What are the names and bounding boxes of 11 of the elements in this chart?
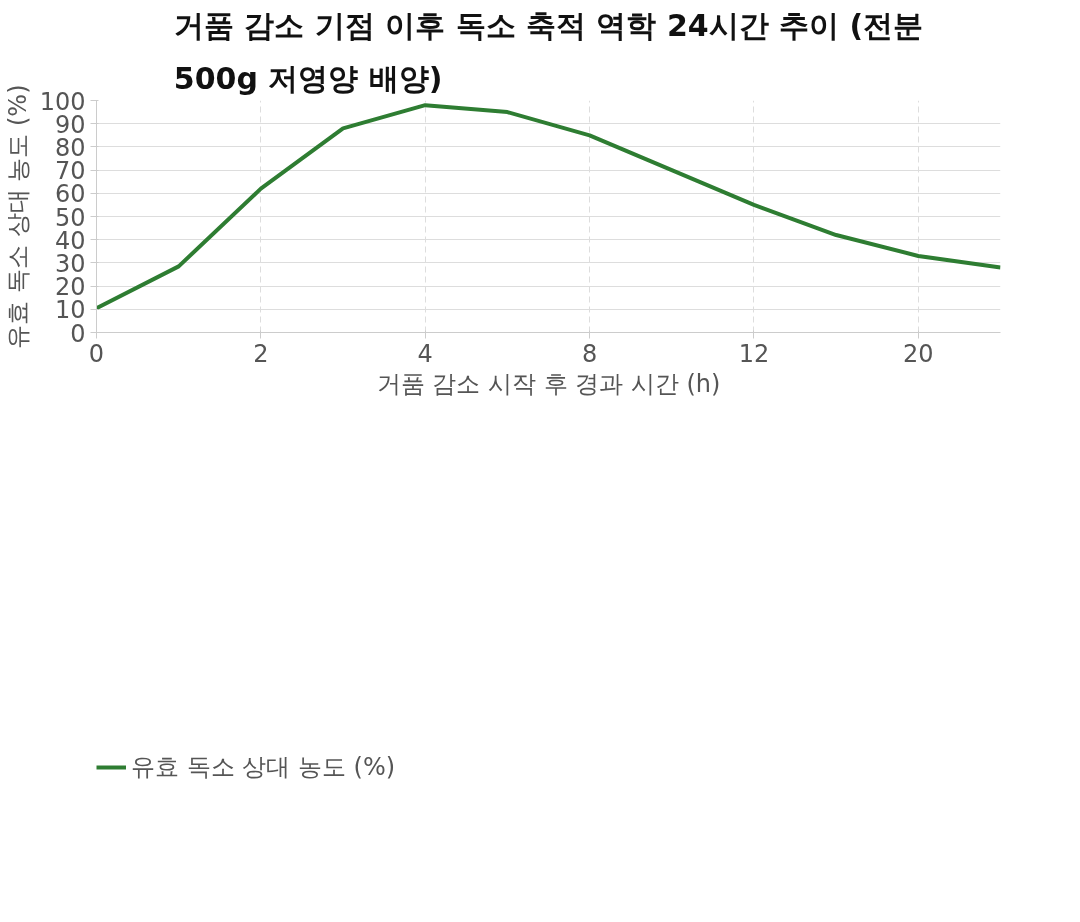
x-tick-label: 2	[253, 339, 269, 368]
x-tick-label: 8	[581, 339, 598, 368]
x-tick-label: 0	[88, 339, 105, 368]
x-tick-label: 12	[738, 339, 770, 368]
x-tick-label: 20	[903, 339, 934, 368]
x-tick-label: 4	[417, 339, 433, 368]
chart-title: 거품 감소 기점 이후 독소 축적 역학 24시간 추이 (전분 500g 저영양 배양)	[173, 8, 924, 96]
y-axis-title: 유효 독소 상대 농도 (%)	[3, 84, 32, 349]
legend-label: 유효 독소 상대 농도 (%)	[131, 752, 396, 783]
x-axis-title: 거품 감소 시작 후 경과 시간 (h)	[376, 369, 721, 398]
line-series	[96, 103, 1001, 311]
